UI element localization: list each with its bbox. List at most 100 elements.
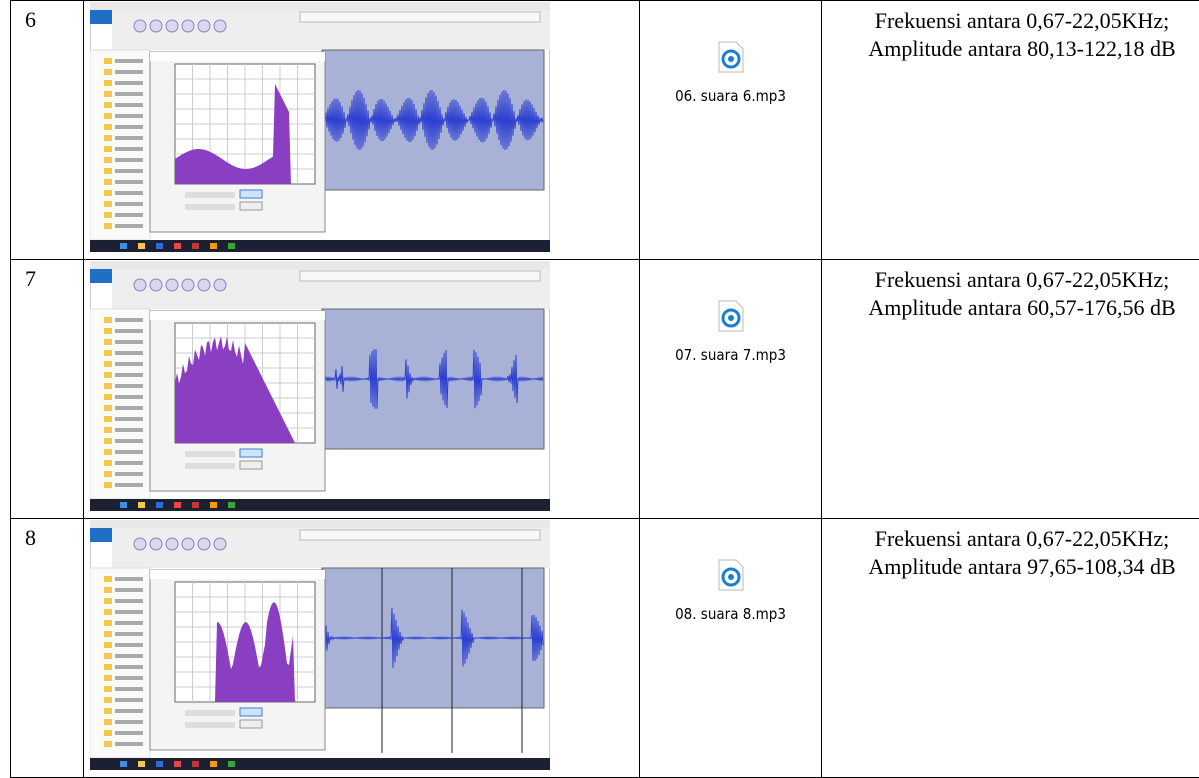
screenshot-rect — [115, 224, 143, 228]
screenshot — [90, 2, 550, 252]
screenshot-rect — [104, 201, 112, 207]
screenshot-circle — [198, 538, 210, 550]
screenshot-rect — [104, 741, 112, 747]
screenshot-rect — [138, 502, 145, 508]
screenshot-rect — [104, 91, 112, 97]
screenshot-rect — [174, 761, 181, 767]
screenshot-rect — [104, 642, 112, 648]
screenshot-rect — [104, 482, 112, 488]
screenshot-rect — [115, 318, 143, 322]
screenshot-rect — [90, 261, 550, 269]
screenshot-rect — [104, 675, 112, 681]
screenshot-rect — [90, 269, 112, 283]
screenshot-rect — [115, 588, 143, 592]
screenshot-rect — [104, 449, 112, 455]
screenshot-rect — [115, 461, 143, 465]
screenshot-rect — [174, 243, 181, 249]
screenshot-rect — [104, 394, 112, 400]
screenshot-circle — [198, 279, 210, 291]
screenshot-rect — [90, 309, 150, 499]
screenshot-rect — [192, 761, 199, 767]
screenshot-rect — [104, 350, 112, 356]
screenshot-rect — [115, 731, 143, 735]
screenshot-rect — [300, 271, 540, 281]
screenshot-rect — [90, 10, 112, 24]
screenshot — [90, 261, 550, 511]
screenshot-rect — [115, 643, 143, 647]
screenshot-rect — [120, 243, 127, 249]
table-row: 7 07. suara 7.mp3 Frekuensi antara 0,67-… — [11, 260, 1199, 519]
file-icon — [718, 41, 744, 73]
screenshot-circle — [214, 538, 226, 550]
screenshot-rect — [115, 450, 143, 454]
screenshot-rect — [150, 52, 325, 61]
screenshot-rect — [300, 12, 540, 22]
screenshot-rect — [185, 204, 235, 210]
screenshot-rect — [115, 191, 143, 195]
screenshot-circle — [150, 279, 162, 291]
screenshot-circle — [134, 279, 146, 291]
screenshot-rect — [115, 395, 143, 399]
screenshot-circle — [134, 20, 146, 32]
page: 6 06. suara 6.mp3 Frekuensi antara 0,67-… — [0, 0, 1199, 763]
screenshot-cell — [84, 1, 640, 260]
screenshot-rect — [90, 568, 150, 758]
screenshot-rect — [228, 761, 235, 767]
screenshot-rect — [104, 697, 112, 703]
screenshot-rect — [240, 720, 262, 728]
screenshot-rect — [185, 710, 235, 716]
screenshot-rect — [115, 70, 143, 74]
screenshot-cell — [84, 260, 640, 519]
screenshot-rect — [156, 502, 163, 508]
screenshot-rect — [104, 664, 112, 670]
screenshot-rect — [104, 416, 112, 422]
screenshot-circle — [728, 574, 734, 580]
file-cell: 06. suara 6.mp3 — [640, 1, 822, 260]
screenshot-rect — [104, 598, 112, 604]
screenshot-circle — [214, 20, 226, 32]
screenshot-rect — [228, 502, 235, 508]
screenshot-rect — [104, 190, 112, 196]
screenshot-rect — [300, 530, 540, 540]
screenshot-rect — [104, 113, 112, 119]
screenshot-rect — [115, 577, 143, 581]
screenshot-rect — [115, 329, 143, 333]
screenshot-rect — [115, 610, 143, 614]
screenshot-rect — [115, 81, 143, 85]
screenshot-rect — [115, 599, 143, 603]
description: Frekuensi antara 0,67-22,05KHz; Amplitud… — [822, 1, 1199, 260]
screenshot-rect — [104, 223, 112, 229]
screenshot-rect — [115, 406, 143, 410]
screenshot-rect — [115, 709, 143, 713]
screenshot-rect — [104, 686, 112, 692]
screenshot-circle — [182, 538, 194, 550]
screenshot-rect — [104, 339, 112, 345]
screenshot-circle — [150, 538, 162, 550]
file-cell: 07. suara 7.mp3 — [640, 260, 822, 519]
screenshot-rect — [115, 92, 143, 96]
screenshot-rect — [115, 428, 143, 432]
table-row: 8 08. suara 8.mp3 Frekuensi antara 0,67-… — [11, 519, 1199, 778]
screenshot-rect — [185, 192, 235, 198]
screenshot-rect — [115, 698, 143, 702]
screenshot-rect — [90, 50, 150, 240]
screenshot-rect — [115, 213, 143, 217]
screenshot-rect — [104, 587, 112, 593]
screenshot-rect — [104, 135, 112, 141]
screenshot-rect — [104, 708, 112, 714]
table-body: 6 06. suara 6.mp3 Frekuensi antara 0,67-… — [11, 1, 1199, 778]
screenshot-rect — [104, 427, 112, 433]
screenshot-rect — [104, 576, 112, 582]
screenshot-rect — [104, 179, 112, 185]
screenshot-rect — [104, 609, 112, 615]
screenshot-rect — [120, 502, 127, 508]
screenshot-rect — [240, 708, 262, 716]
screenshot-rect — [115, 439, 143, 443]
screenshot-rect — [104, 383, 112, 389]
screenshot-circle — [150, 20, 162, 32]
screenshot-rect — [192, 502, 199, 508]
screenshot-rect — [115, 665, 143, 669]
screenshot-rect — [104, 168, 112, 174]
screenshot-rect — [185, 451, 235, 457]
row-number: 8 — [11, 519, 84, 778]
